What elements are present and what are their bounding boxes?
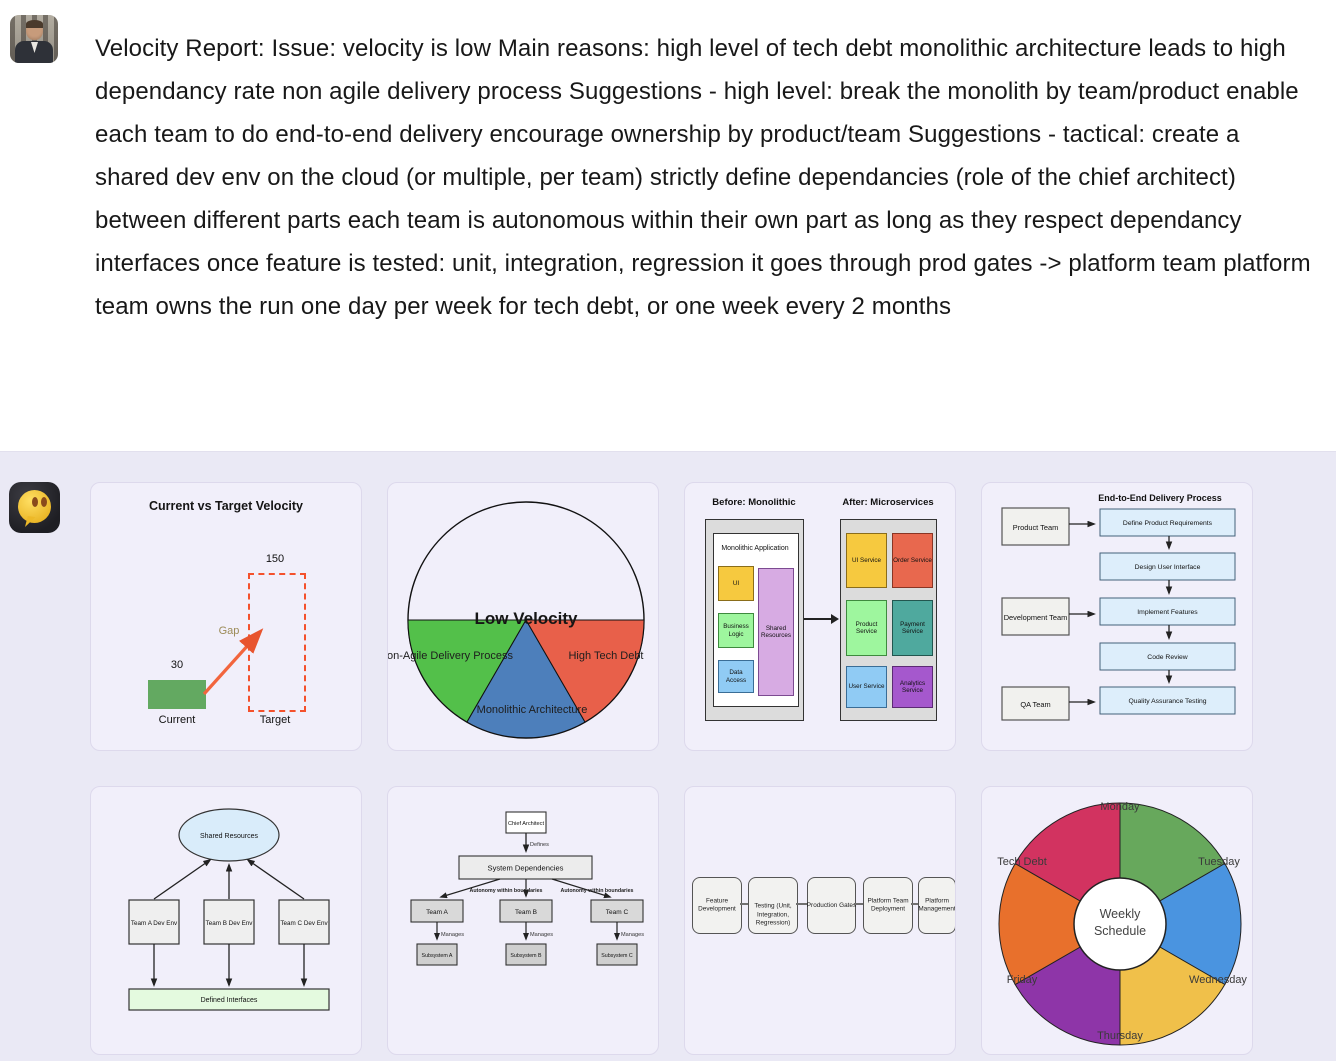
stage-testing: Testing (Unit, Integration, Regression) — [748, 877, 798, 934]
shared-env-diagram: Shared Resources Team A Dev Env Team B D… — [128, 808, 330, 1011]
step-code-review: Code Review — [1147, 654, 1188, 661]
ui-service-box: UI Service — [846, 533, 887, 588]
pipeline-connector — [911, 903, 918, 906]
defines-edge-label: Defines — [530, 842, 549, 848]
label-tuesday: Tuesday — [1198, 856, 1240, 868]
business-logic-box: Business Logic — [718, 613, 754, 648]
target-value-label: 150 — [265, 553, 285, 565]
low-velocity-pie-chart: Low Velocity Non-Agile Delivery Process … — [388, 501, 645, 739]
e2e-flowchart: End-to-End Delivery Process Product Team… — [1001, 493, 1236, 721]
team-c-dev-env-box: Team C Dev Env — [280, 920, 328, 927]
panel-weekly-schedule-donut[interactable]: Weekly Schedule Monday Tuesday Wednesday… — [981, 786, 1253, 1055]
pipeline-connector — [740, 903, 748, 906]
panel-delivery-pipeline[interactable]: Feature Development Testing (Unit, Integ… — [684, 786, 956, 1055]
stage-production-gates: Production Gates — [807, 877, 856, 934]
user-service-box: User Service — [846, 666, 887, 708]
avatar-photo-jacket — [15, 41, 53, 63]
subsystem-a-box: Subsystem A — [422, 953, 453, 959]
analytics-service-box: Analytics Service — [892, 666, 933, 708]
defined-interfaces-box: Defined Interfaces — [201, 997, 258, 1004]
avatar-photo-shirt — [31, 42, 38, 53]
label-friday: Friday — [1007, 974, 1038, 986]
current-value-label: 30 — [170, 659, 184, 671]
user-message-row: Velocity Report: Issue: velocity is low … — [0, 0, 1336, 451]
stage-label: Testing (Unit, Integration, Regression) — [754, 902, 792, 927]
order-service-box: Order Service — [892, 533, 933, 588]
pie-title: Low Velocity — [475, 609, 579, 628]
development-team-box: Development Team — [1004, 613, 1068, 622]
assistant-avatar — [9, 482, 60, 533]
team-a-dev-env-box: Team A Dev Env — [131, 920, 178, 927]
stage-label: Feature Development — [698, 897, 736, 913]
panel-velocity-bar-chart[interactable]: Current vs Target Velocity 30 Current 15… — [90, 482, 362, 751]
weekly-schedule-chart: Weekly Schedule Monday Tuesday Wednesday… — [997, 801, 1247, 1046]
panel-low-velocity-pie[interactable]: Low Velocity Non-Agile Delivery Process … — [387, 482, 659, 751]
system-dependencies-box: System Dependencies — [488, 864, 564, 873]
stage-platform-management: Platform Management — [918, 877, 956, 934]
pie-label-monolithic: Monolithic Architecture — [477, 704, 588, 716]
stage-label: Production Gates — [806, 901, 857, 909]
current-bar — [148, 680, 206, 709]
e2e-title: End-to-End Delivery Process — [1098, 493, 1222, 503]
label-monday: Monday — [1100, 801, 1140, 813]
donut-center-line2: Schedule — [1094, 924, 1146, 938]
user-avatar — [10, 15, 58, 63]
panel-shared-dev-env[interactable]: Shared Resources Team A Dev Env Team B D… — [90, 786, 362, 1055]
step-qa-testing: Quality Assurance Testing — [1128, 698, 1206, 705]
team-c-box: Team C — [606, 909, 629, 916]
pipeline-connector — [854, 903, 863, 906]
team-a-box: Team A — [426, 909, 448, 916]
shared-resources-ellipse: Shared Resources — [200, 833, 258, 840]
product-service-box: Product Service — [846, 600, 887, 656]
architect-diagram: Chief Architect Defines System Dependenc… — [410, 811, 644, 966]
manages-label-b: Manages — [530, 932, 553, 938]
before-after-arrow — [804, 614, 839, 624]
before-title: Before: Monolithic — [712, 497, 796, 508]
bubble-eye-right — [41, 497, 47, 507]
payment-service-box: Payment Service — [892, 600, 933, 656]
bubble-eye-left — [32, 497, 38, 507]
manages-label-c: Manages — [621, 932, 644, 938]
stage-label: Platform Management — [918, 897, 956, 913]
pipeline-connector — [796, 903, 807, 906]
pie-label-tech-debt: High Tech Debt — [568, 650, 643, 662]
ui-box: UI — [718, 566, 754, 601]
data-access-box: Data Access — [718, 660, 754, 693]
step-design-ui: Design User Interface — [1135, 564, 1201, 571]
panel-before-after-architecture[interactable]: Before: Monolithic After: Microservices … — [684, 482, 956, 751]
team-b-dev-env-box: Team B Dev Env — [206, 920, 254, 927]
gap-arrow — [202, 628, 264, 696]
chart-title: Current vs Target Velocity — [149, 499, 303, 513]
panel-architect-hierarchy[interactable]: Chief Architect Defines System Dependenc… — [387, 786, 659, 1055]
autonomy-label-right: Autonomy within boundaries — [561, 888, 634, 894]
stage-feature-development: Feature Development — [692, 877, 742, 934]
chief-architect-box: Chief Architect — [508, 821, 545, 827]
team-b-box: Team B — [515, 909, 537, 916]
label-tech-debt: Tech Debt — [997, 856, 1047, 868]
donut-center-line1: Weekly — [1100, 907, 1142, 921]
subsystem-c-box: Subsystem C — [601, 953, 633, 959]
manages-label-a: Manages — [441, 932, 464, 938]
product-team-box: Product Team — [1013, 523, 1058, 532]
subsystem-b-box: Subsystem B — [510, 953, 542, 959]
shared-resources-box: Shared Resources — [758, 568, 794, 696]
autonomy-label-left: Autonomy within boundaries — [470, 888, 543, 894]
step-define-requirements: Define Product Requirements — [1123, 520, 1213, 527]
after-title: After: Microservices — [842, 497, 934, 508]
label-thursday: Thursday — [1097, 1030, 1143, 1042]
speech-bubble-icon — [18, 490, 51, 523]
stage-label: Platform Team Deployment — [867, 897, 909, 913]
pie-label-non-agile: Non-Agile Delivery Process — [388, 650, 513, 662]
current-axis-label: Current — [158, 714, 196, 726]
avatar-photo-face — [26, 20, 43, 40]
gap-label: Gap — [218, 625, 240, 637]
step-implement-features: Implement Features — [1137, 609, 1198, 616]
user-message-text: Velocity Report: Issue: velocity is low … — [95, 35, 1311, 320]
target-axis-label: Target — [259, 714, 291, 726]
panel-e2e-delivery-process[interactable]: End-to-End Delivery Process Product Team… — [981, 482, 1253, 751]
monolithic-application-label: Monolithic Application — [721, 545, 789, 553]
qa-team-box: QA Team — [1020, 700, 1050, 709]
stage-platform-deployment: Platform Team Deployment — [863, 877, 913, 934]
label-wednesday: Wednesday — [1189, 974, 1247, 986]
